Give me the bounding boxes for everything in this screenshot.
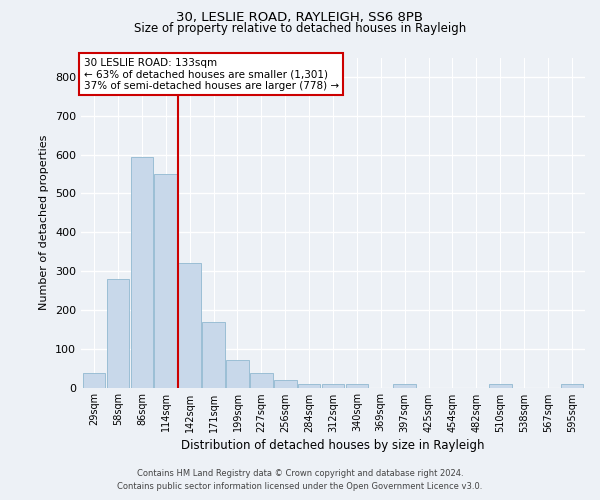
- Bar: [202, 322, 225, 388]
- Bar: [131, 156, 153, 388]
- Text: 30 LESLIE ROAD: 133sqm
← 63% of detached houses are smaller (1,301)
37% of semi-: 30 LESLIE ROAD: 133sqm ← 63% of detached…: [83, 58, 338, 90]
- Bar: [250, 372, 272, 388]
- Bar: [178, 264, 201, 388]
- Bar: [560, 384, 583, 388]
- Bar: [83, 372, 106, 388]
- Bar: [107, 279, 130, 388]
- Bar: [274, 380, 296, 388]
- Bar: [489, 384, 512, 388]
- X-axis label: Distribution of detached houses by size in Rayleigh: Distribution of detached houses by size …: [181, 439, 485, 452]
- Text: Size of property relative to detached houses in Rayleigh: Size of property relative to detached ho…: [134, 22, 466, 35]
- Bar: [346, 384, 368, 388]
- Bar: [322, 384, 344, 388]
- Bar: [394, 384, 416, 388]
- Y-axis label: Number of detached properties: Number of detached properties: [40, 135, 49, 310]
- Bar: [298, 384, 320, 388]
- Bar: [226, 360, 249, 388]
- Text: 30, LESLIE ROAD, RAYLEIGH, SS6 8PB: 30, LESLIE ROAD, RAYLEIGH, SS6 8PB: [176, 11, 424, 24]
- Bar: [154, 174, 177, 388]
- Text: Contains HM Land Registry data © Crown copyright and database right 2024.
Contai: Contains HM Land Registry data © Crown c…: [118, 470, 482, 491]
